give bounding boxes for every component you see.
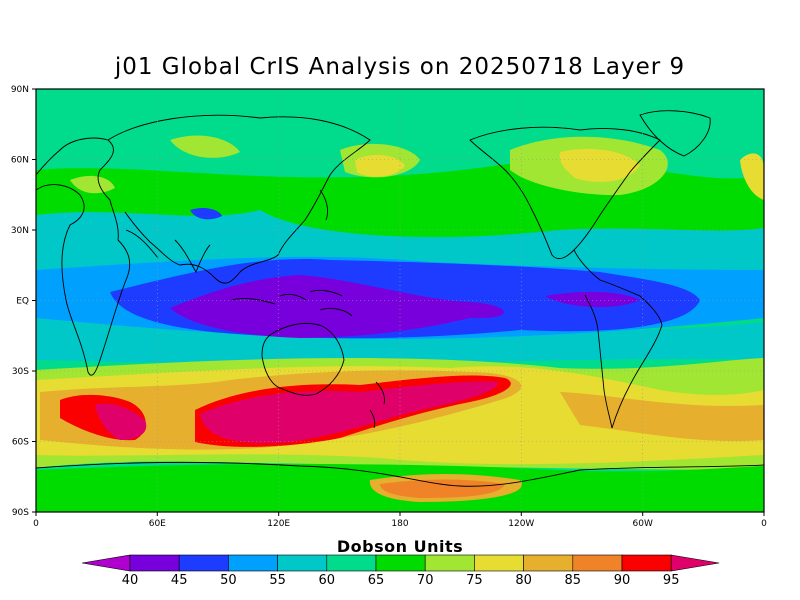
lon-label-180: 180 <box>391 519 408 529</box>
colorbar-segment <box>474 554 524 572</box>
colorbar-tick-label: 95 <box>663 573 680 588</box>
colorbar-segment <box>277 554 328 572</box>
lat-label-90s: 90S <box>12 508 29 518</box>
colorbar-segments <box>81 554 720 572</box>
colorbar-segment <box>523 554 574 572</box>
colorbar-tick-label: 55 <box>269 573 286 588</box>
lat-label-60s: 60S <box>12 438 29 448</box>
lon-label-0-right: 0 <box>761 519 767 529</box>
graticule <box>36 89 764 512</box>
colorbar-tick-labels: 40 45 50 55 60 65 70 75 80 85 90 95 <box>122 573 680 588</box>
colorbar-segment <box>129 554 180 572</box>
lat-label-30n: 30N <box>11 226 29 236</box>
colorbar-tick-label: 50 <box>220 573 237 588</box>
colorbar-segment <box>178 554 229 572</box>
coastlines <box>36 110 764 487</box>
colorbar-segment <box>326 554 377 572</box>
lon-label-60e: 60E <box>149 519 166 529</box>
ozone-map: 90N 60N 30N EQ 30S 60S 90S 0 60E 120E 18… <box>11 85 767 529</box>
lat-label-90n: 90N <box>11 85 29 95</box>
colorbar-segment <box>572 554 623 572</box>
colorbar-tick-label: 65 <box>368 573 385 588</box>
lat-label-30s: 30S <box>12 367 29 377</box>
colorbar-tick-label: 45 <box>171 573 188 588</box>
lon-label-0-left: 0 <box>33 519 39 529</box>
lon-label-120e: 120E <box>267 519 290 529</box>
lat-label-eq: EQ <box>16 297 29 307</box>
colorbar-arrow-low <box>81 554 131 572</box>
colorbar-tick-label: 40 <box>122 573 139 588</box>
colorbar-tick-label: 60 <box>319 573 336 588</box>
colorbar: 40 45 50 55 60 65 70 75 80 85 90 95 <box>81 554 720 588</box>
colorbar-tick-label: 80 <box>515 573 532 588</box>
lat-label-60n: 60N <box>11 156 29 166</box>
colorbar-arrow-high <box>670 554 720 572</box>
colorbar-tick-label: 90 <box>614 573 631 588</box>
colorbar-tick-label: 70 <box>417 573 434 588</box>
colorbar-units-label: Dobson Units <box>336 537 464 556</box>
colorbar-tick-label: 85 <box>565 573 582 588</box>
map-title: j01 Global CrIS Analysis on 20250718 Lay… <box>114 54 686 80</box>
colorbar-segment <box>621 554 672 572</box>
colorbar-segment <box>424 554 475 572</box>
colorbar-tick-label: 75 <box>466 573 483 588</box>
axis-ticks <box>32 88 765 516</box>
colorbar-segment <box>228 554 278 572</box>
lon-label-60w: 60W <box>633 519 653 529</box>
lon-label-120w: 120W <box>508 519 534 529</box>
colorbar-segment <box>375 554 426 572</box>
